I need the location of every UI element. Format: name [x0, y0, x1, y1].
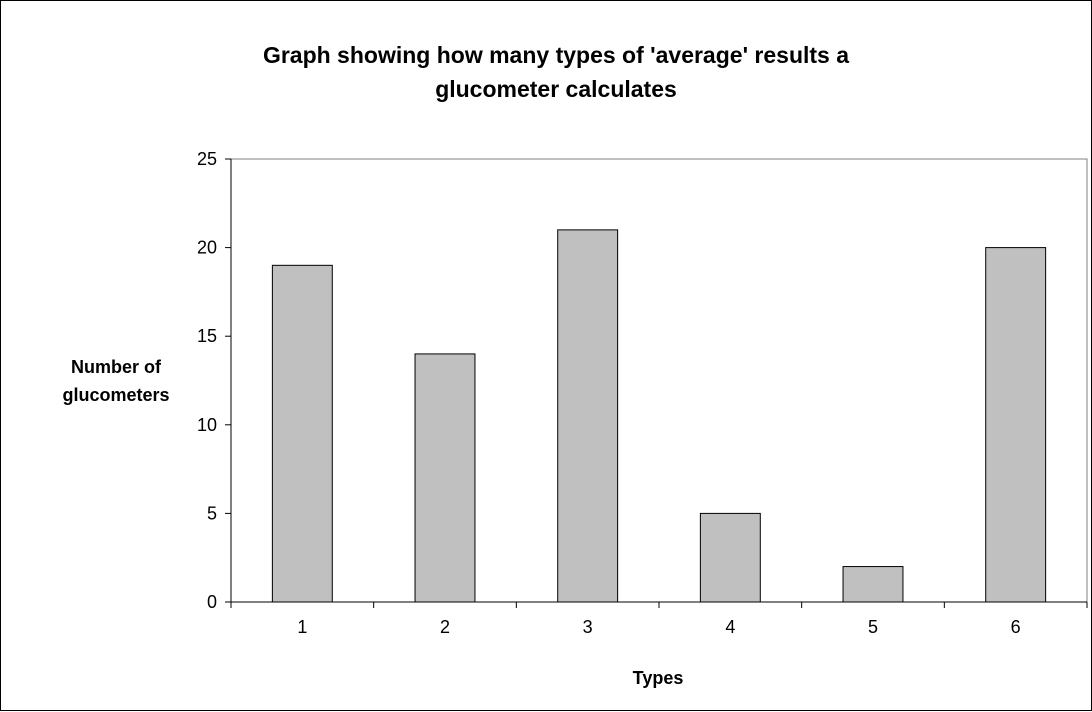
x-tick-label: 6 — [1011, 617, 1021, 637]
x-tick-label: 3 — [583, 617, 593, 637]
bar-type-5 — [842, 566, 904, 603]
x-axis-title: Types — [633, 668, 684, 688]
bar-type-3 — [557, 229, 619, 603]
y-tick-label: 20 — [197, 238, 217, 258]
bar-type-4 — [699, 512, 761, 603]
x-tick-label: 2 — [440, 617, 450, 637]
chart-title-line-1: Graph showing how many types of 'average… — [263, 42, 849, 68]
bar-type-2 — [414, 353, 476, 603]
x-tick-label: 5 — [868, 617, 878, 637]
y-tick-label: 0 — [207, 592, 217, 612]
x-tick-label: 1 — [297, 617, 307, 637]
y-tick-label: 15 — [197, 326, 217, 346]
bar-type-6 — [985, 247, 1047, 603]
y-tick-label: 25 — [197, 149, 217, 169]
chart-title-line-2: glucometer calculates — [435, 76, 677, 102]
y-tick-label: 10 — [197, 415, 217, 435]
x-tick-label: 4 — [725, 617, 735, 637]
bar-type-1 — [271, 264, 333, 603]
plot-area — [230, 158, 1088, 603]
y-axis-title-line-1: Number of — [71, 357, 162, 377]
y-axis-title-line-2: glucometers — [62, 385, 169, 405]
y-tick-label: 5 — [207, 503, 217, 523]
